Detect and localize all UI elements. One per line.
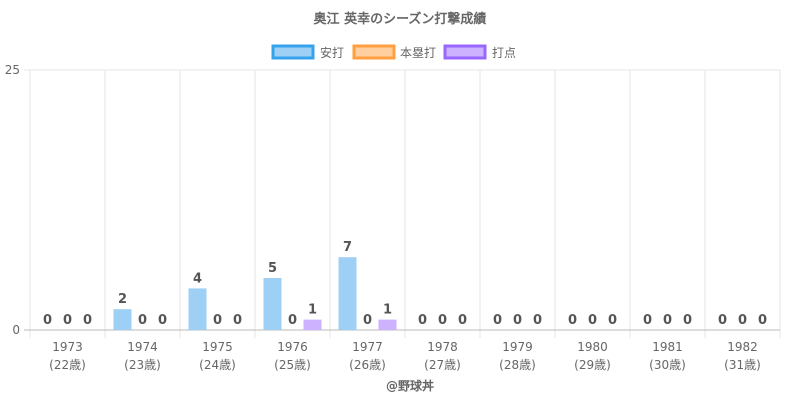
data-label: 0 — [738, 313, 747, 328]
x-tick-label-age: (29歳) — [574, 358, 611, 372]
data-label: 0 — [63, 313, 72, 328]
bar-安打-2[interactable] — [188, 288, 207, 330]
x-tick-label-year: 1980 — [577, 340, 608, 354]
data-label: 0 — [608, 313, 617, 328]
x-tick-label-year: 1974 — [127, 340, 158, 354]
x-tick-label-age: (24歳) — [199, 358, 236, 372]
legend-label-1[interactable]: 安打 — [320, 45, 344, 60]
x-tick-label-age: (26歳) — [349, 358, 386, 372]
legend-swatch-3[interactable] — [443, 44, 487, 60]
chart-legend: 安打 本塁打 打点 — [271, 44, 516, 60]
data-label: 0 — [363, 313, 372, 328]
data-label: 0 — [83, 313, 92, 328]
y-tick-label: 0 — [12, 323, 20, 337]
data-label: 0 — [418, 313, 427, 328]
data-label: 0 — [233, 313, 242, 328]
x-tick-label-age: (31歳) — [724, 358, 761, 372]
data-label: 1 — [308, 303, 317, 318]
x-tick-label-year: 1979 — [502, 340, 533, 354]
legend-swatch-1[interactable] — [271, 44, 315, 60]
chart-bars — [113, 257, 397, 330]
bar-安打-1[interactable] — [113, 309, 132, 330]
x-tick-label-year: 1976 — [277, 340, 308, 354]
x-tick-label-year: 1978 — [427, 340, 458, 354]
data-label: 0 — [683, 313, 692, 328]
data-label: 0 — [438, 313, 447, 328]
x-axis: 1973 (22歳) 1974 (23歳) 1975 (24歳) 1976 (25歳) 1977… — [49, 340, 761, 372]
x-tick-label-year: 1977 — [352, 340, 383, 354]
data-label: 0 — [493, 313, 502, 328]
data-label: 0 — [213, 313, 222, 328]
data-label: 0 — [158, 313, 167, 328]
data-label: 1 — [383, 303, 392, 318]
data-label: 0 — [458, 313, 467, 328]
bar-安打-4[interactable] — [338, 257, 357, 330]
data-label: 0 — [568, 313, 577, 328]
data-label: 0 — [588, 313, 597, 328]
legend-label-3[interactable]: 打点 — [492, 46, 516, 60]
x-tick-label-age: (27歳) — [424, 358, 461, 372]
data-label: 4 — [193, 271, 202, 286]
data-label: 0 — [758, 313, 767, 328]
x-tick-label-age: (25歳) — [274, 358, 311, 372]
data-label: 7 — [343, 240, 352, 255]
data-label: 0 — [663, 313, 672, 328]
x-tick-label-year: 1975 — [202, 340, 233, 354]
bar-打点-4[interactable] — [378, 319, 397, 330]
data-label: 5 — [268, 261, 277, 276]
chart-grid — [24, 69, 781, 338]
data-label: 0 — [288, 313, 297, 328]
x-tick-label-age: (23歳) — [124, 358, 161, 372]
data-label: 0 — [533, 313, 542, 328]
x-tick-label-year: 1973 — [52, 340, 83, 354]
data-label: 0 — [138, 313, 147, 328]
x-tick-label-age: (22歳) — [49, 358, 86, 372]
data-label: 0 — [513, 313, 522, 328]
bar-安打-3[interactable] — [263, 278, 282, 330]
data-label: 0 — [643, 313, 652, 328]
data-label: 0 — [43, 313, 52, 328]
y-tick-label: 25 — [5, 63, 20, 77]
x-tick-label-age: (30歳) — [649, 358, 686, 372]
x-tick-label-year: 1982 — [727, 340, 758, 354]
watermark-text: @野球丼 — [386, 378, 434, 393]
legend-swatch-2[interactable] — [352, 44, 396, 60]
data-label: 2 — [118, 292, 127, 307]
bar-打点-3[interactable] — [303, 319, 322, 330]
x-tick-label-year: 1981 — [652, 340, 683, 354]
chart-title: 奥江 英幸のシーズン打撃成績 — [314, 11, 487, 27]
data-label: 0 — [718, 313, 727, 328]
legend-label-2[interactable]: 本塁打 — [400, 46, 436, 60]
x-tick-label-age: (28歳) — [499, 358, 536, 372]
y-axis: 0 25 — [5, 63, 20, 337]
